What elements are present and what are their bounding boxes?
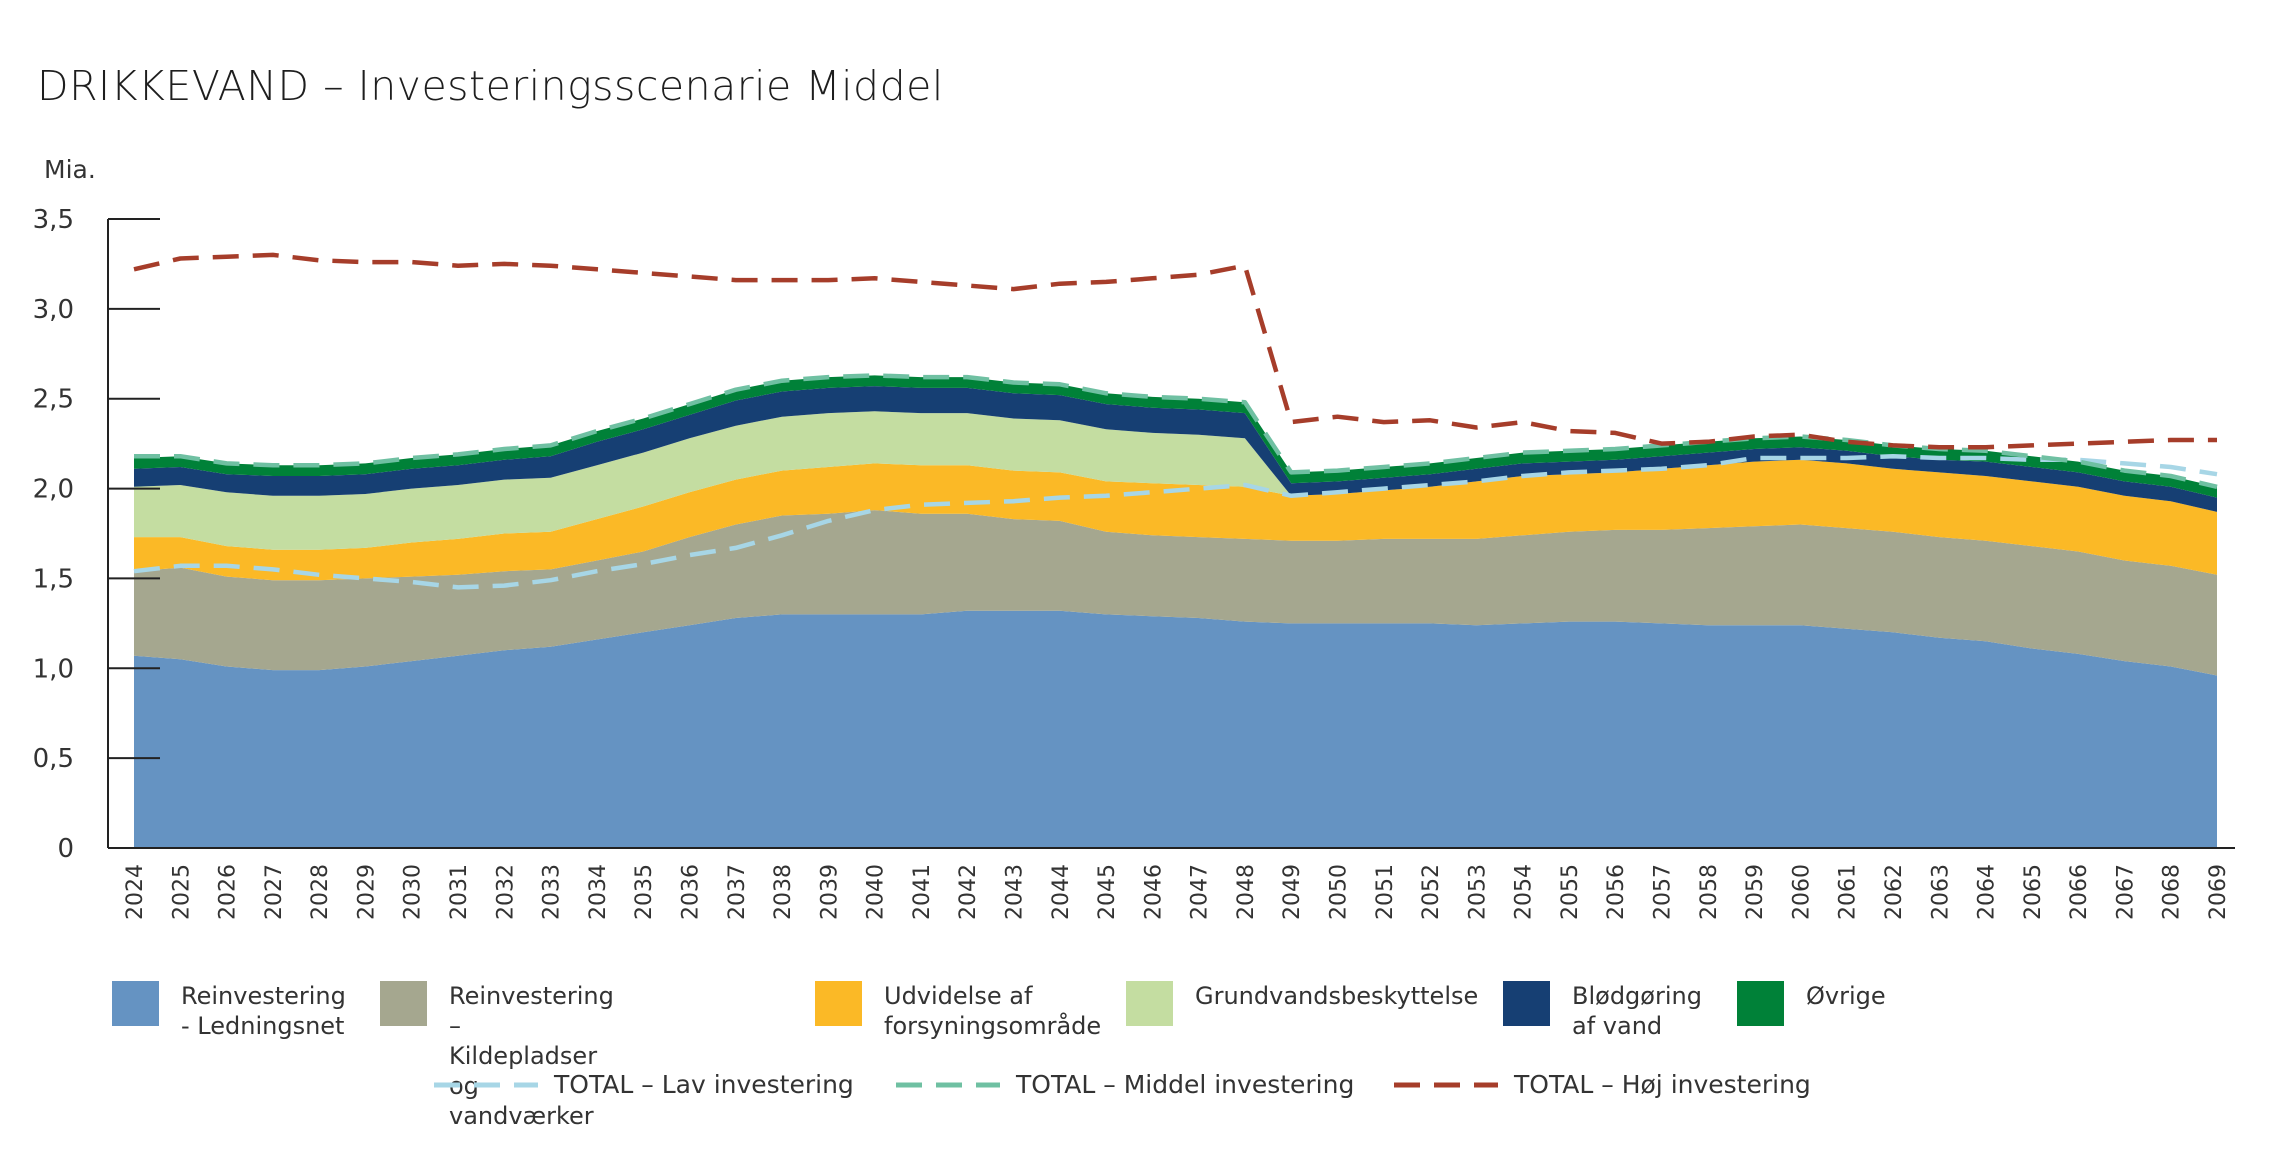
- y-tick-label: 2,5: [33, 385, 74, 415]
- x-tick-label: 2033: [540, 864, 565, 920]
- legend-swatch: [1503, 981, 1550, 1026]
- y-tick-label: 0: [57, 834, 74, 864]
- legend-swatch: [1126, 981, 1173, 1026]
- axes: 0 0,5 1,0 1,5 2,0 2,5 3,0 3,5 2024 2025 2026 2027 20…: [33, 205, 2235, 920]
- legend-item-line-1: TOTAL – Middel investering: [894, 1070, 1354, 1100]
- x-tick-label: 2027: [262, 864, 287, 920]
- legend-item-area-2: Udvidelse af forsyningsområde: [815, 981, 1101, 1041]
- x-tick-label: 2035: [632, 864, 657, 920]
- legend-item-area-0: Reinvestering - Ledningsnet: [112, 981, 346, 1041]
- x-tick-label: 2060: [1789, 864, 1814, 920]
- x-tick-label: 2055: [1558, 864, 1583, 920]
- legend-swatch: [380, 981, 427, 1026]
- x-tick-label: 2040: [864, 864, 889, 920]
- legend-line-sample: [1394, 1082, 1498, 1088]
- legend-line-sample: [896, 1082, 1000, 1088]
- x-tick-label: 2065: [2021, 864, 2046, 920]
- x-tick-label: 2025: [169, 864, 194, 920]
- legend-line-sample: [434, 1082, 538, 1088]
- legend-item-area-4: Blødgøring af vand: [1503, 981, 1702, 1041]
- x-tick-label: 2028: [308, 864, 333, 920]
- x-tick-label: 2051: [1373, 864, 1398, 920]
- legend-swatch: [815, 981, 862, 1026]
- x-tick-label: 2066: [2067, 864, 2092, 920]
- x-tick-label: 2054: [1512, 864, 1537, 920]
- legend-label: TOTAL – Høj investering: [1514, 1070, 1811, 1099]
- y-tick-label: 3,0: [33, 295, 74, 325]
- legend-label: TOTAL – Lav investering: [554, 1070, 854, 1099]
- legend-label: Øvrige: [1806, 982, 1886, 1010]
- x-tick-label: 2037: [725, 864, 750, 920]
- x-tick-label: 2029: [354, 864, 379, 920]
- x-tick-label: 2056: [1604, 864, 1629, 920]
- x-tick-label: 2053: [1465, 864, 1490, 920]
- x-tick-label: 2044: [1049, 864, 1074, 920]
- x-tick-label: 2069: [2206, 864, 2231, 920]
- legend-label: TOTAL – Middel investering: [1016, 1070, 1355, 1099]
- y-tick-label: 2,0: [33, 475, 74, 505]
- y-tick-label: 0,5: [33, 744, 74, 774]
- x-tick-label: 2031: [447, 864, 472, 920]
- legend-item-area-5: Øvrige: [1737, 981, 1886, 1026]
- x-tick-label: 2052: [1419, 864, 1444, 920]
- legend-label: Reinvestering – Kildepladser og vandværk…: [449, 982, 614, 1130]
- x-tick-label: 2046: [1141, 864, 1166, 920]
- legend-swatch: [112, 981, 159, 1026]
- x-tick-label: 2057: [1651, 864, 1676, 920]
- x-tick-label: 2030: [401, 864, 426, 920]
- x-tick-label: 2063: [1928, 864, 1953, 920]
- legend-label: Blødgøring af vand: [1572, 982, 1702, 1040]
- legend-swatch: [1737, 981, 1784, 1026]
- x-tick-label: 2048: [1234, 864, 1259, 920]
- line-series-2: [133, 252, 2217, 450]
- x-tick-label: 2047: [1188, 864, 1213, 920]
- legend-item-line-0: TOTAL – Lav investering: [432, 1070, 854, 1100]
- x-tick-label: 2039: [817, 864, 842, 920]
- x-tick-label: 2036: [679, 864, 704, 920]
- x-tick-label: 2045: [1095, 864, 1120, 920]
- y-tick-label: 1,5: [33, 564, 74, 594]
- legend-label: Udvidelse af forsyningsområde: [884, 982, 1102, 1040]
- area-series-2: [134, 459, 2217, 581]
- y-tick-label: 3,5: [33, 205, 74, 235]
- x-tick-label: 2032: [493, 864, 518, 920]
- x-tick-label: 2042: [956, 864, 981, 920]
- x-tick-label: 2041: [910, 864, 935, 920]
- x-tick-label: 2068: [2160, 864, 2185, 920]
- line-series-1: [134, 373, 2218, 489]
- legend-label: Reinvestering - Ledningsnet: [181, 982, 346, 1040]
- chart-title: DRIKKEVAND – Investeringsscenarie Middel: [37, 62, 944, 110]
- y-axis-label: Mia.: [44, 155, 96, 184]
- area-series-4: [134, 386, 2217, 512]
- y-tick-label: 1,0: [33, 654, 74, 684]
- area-series-1: [134, 510, 2217, 676]
- total-lines: [133, 252, 2218, 590]
- area-series-0: [134, 610, 2217, 848]
- x-tick-label: 2034: [586, 864, 611, 920]
- x-tick-label: 2024: [123, 864, 148, 920]
- legend-item-area-3: Grundvandsbeskyttelse: [1126, 981, 1478, 1026]
- x-tick-label: 2038: [771, 864, 796, 920]
- line-series-0: [133, 453, 2218, 590]
- stacked-areas: [134, 375, 2217, 848]
- legend-item-line-2: TOTAL – Høj investering: [1392, 1070, 1811, 1100]
- x-tick-label: 2026: [216, 864, 241, 920]
- x-tick-label: 2062: [1882, 864, 1907, 920]
- x-tick-label: 2061: [1836, 864, 1861, 920]
- legend-item-area-1: Reinvestering – Kildepladser og vandværk…: [380, 981, 614, 1131]
- area-series-3: [134, 411, 2217, 550]
- x-tick-label: 2043: [1003, 864, 1028, 920]
- x-tick-label: 2059: [1743, 864, 1768, 920]
- x-tick-label: 2049: [1280, 864, 1305, 920]
- x-tick-label: 2050: [1327, 864, 1352, 920]
- x-tick-label: 2067: [2113, 864, 2138, 920]
- legend-label: Grundvandsbeskyttelse: [1195, 982, 1479, 1010]
- x-tick-label: 2064: [1975, 864, 2000, 920]
- x-tick-label: 2058: [1697, 864, 1722, 920]
